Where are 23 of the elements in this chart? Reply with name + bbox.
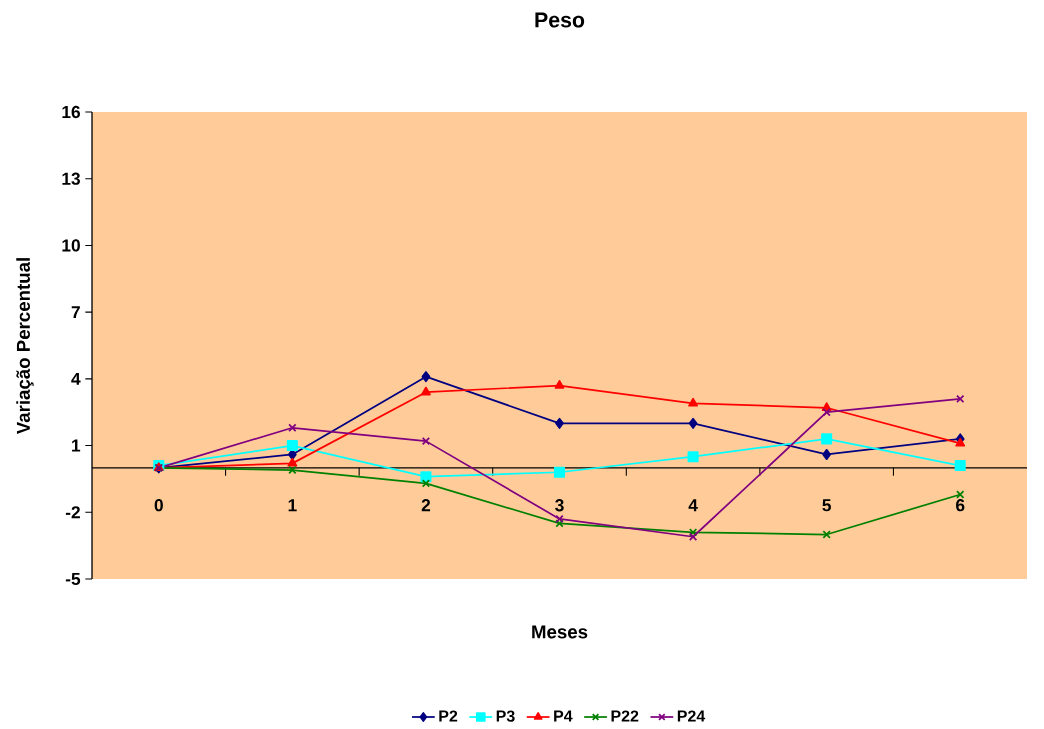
y-tick-label: 10 [62, 239, 80, 252]
x-axis-title: Meses [532, 625, 588, 639]
x-tick-label: 2 [421, 499, 431, 512]
x-tick-label: 3 [555, 499, 564, 512]
x-tick-label: 1 [288, 499, 297, 512]
y-tick-label: 4 [71, 372, 81, 385]
x-tick-label: 0 [154, 499, 163, 512]
y-tick-label: 7 [71, 306, 80, 319]
x-tick-label: 6 [956, 499, 965, 512]
legend-label: P24 [677, 710, 706, 722]
y-tick-label: 13 [62, 172, 80, 185]
legend-label: P3 [496, 710, 515, 722]
y-axis-title: Variação Percentual [16, 258, 34, 435]
legend-label: P22 [611, 710, 639, 722]
y-tick-label: -5 [65, 572, 81, 586]
x-tick-label: 4 [688, 499, 698, 512]
y-tick-label: 16 [62, 105, 80, 119]
legend-label: P4 [554, 710, 573, 722]
chart-title: Peso [535, 12, 585, 28]
y-tick-label: -2 [65, 506, 80, 519]
x-tick-label: 5 [822, 499, 831, 512]
legend-label: P2 [439, 710, 458, 722]
y-tick-label: 1 [72, 439, 81, 452]
